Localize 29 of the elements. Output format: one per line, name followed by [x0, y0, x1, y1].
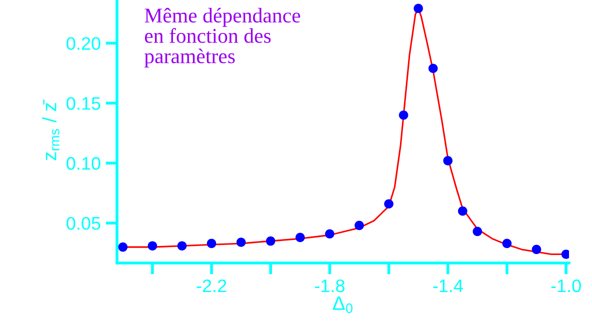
x-tick-label: -1.8 [314, 279, 344, 292]
point [266, 236, 276, 246]
x-tick-label: -2.2 [196, 279, 226, 292]
point [384, 199, 394, 209]
point [236, 238, 246, 247]
point [354, 220, 364, 230]
y-tick-label: 0.10 [66, 157, 100, 170]
y-tick-label: 0.20 [66, 37, 100, 50]
point [148, 241, 158, 251]
point [206, 238, 216, 248]
y-axis-title: z$_{rms}$ / z̄ [42, 99, 60, 160]
point [296, 232, 305, 242]
x-axis-title: Δ$_{0}$ [332, 296, 353, 314]
point [177, 241, 187, 251]
point [472, 226, 482, 236]
point [428, 64, 438, 74]
x-tick-label: -1.4 [433, 280, 463, 292]
point [532, 244, 542, 254]
y-tick-label: 0.05 [66, 217, 100, 230]
point [325, 229, 334, 239]
point [414, 4, 423, 14]
point [398, 110, 408, 120]
point [458, 206, 468, 216]
point [502, 238, 512, 248]
y-tick-label: 0.15 [66, 97, 100, 110]
point [443, 156, 453, 166]
x-tick-label: -1.0 [551, 279, 581, 292]
annotation: Même dépendance en fonction des paramètres [144, 8, 300, 68]
point [118, 242, 128, 252]
